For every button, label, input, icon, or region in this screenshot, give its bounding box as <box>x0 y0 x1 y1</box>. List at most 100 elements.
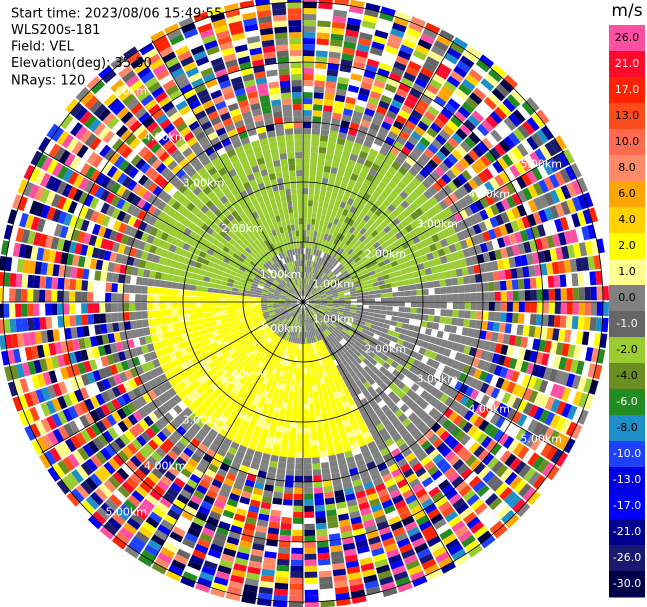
radar-cell <box>199 458 210 469</box>
radar-cell <box>518 464 532 479</box>
radar-cell <box>287 315 292 321</box>
radar-cell <box>286 284 291 290</box>
radar-cell <box>138 221 148 232</box>
radar-cell <box>69 215 79 228</box>
radar-cell <box>311 140 319 147</box>
radar-cell <box>463 345 472 355</box>
radar-cell <box>279 304 286 306</box>
radar-cell <box>437 346 446 355</box>
radar-cell <box>84 477 98 491</box>
radar-cell <box>207 287 214 293</box>
radar-cell <box>159 317 167 325</box>
radar-cell <box>66 492 81 507</box>
radar-cell <box>386 306 393 311</box>
radar-cell <box>308 303 315 306</box>
radar-cell <box>380 581 396 592</box>
radar-cell <box>344 379 351 388</box>
radar-cell <box>412 359 421 368</box>
radar-cell <box>318 257 323 264</box>
radar-cell <box>269 287 276 292</box>
radar-cell <box>255 77 267 85</box>
radar-cell <box>498 432 510 446</box>
radar-cell <box>202 281 209 287</box>
radar-cell <box>231 267 239 273</box>
radar-cell <box>271 367 278 375</box>
radar-cell <box>273 117 284 125</box>
radar-cell <box>307 312 312 319</box>
radar-cell <box>329 197 336 205</box>
radar-cell <box>298 284 301 291</box>
radar-cell <box>222 117 234 127</box>
radar-cell <box>289 310 295 315</box>
radar-cell <box>160 167 171 178</box>
radar-cell <box>211 400 220 410</box>
radar-cell <box>281 98 292 106</box>
radar-cell <box>335 384 342 392</box>
radar-cell <box>262 174 270 183</box>
radar-cell <box>281 279 287 285</box>
radar-cell <box>122 93 136 106</box>
radar-cell <box>256 253 263 260</box>
radar-cell <box>106 74 121 88</box>
radar-cell <box>348 377 356 385</box>
radar-cell <box>369 446 380 456</box>
radar-cell <box>285 270 290 276</box>
radar-cell <box>425 56 440 68</box>
radar-cell <box>46 123 60 139</box>
radar-cell <box>513 460 527 475</box>
radar-cell <box>478 419 490 432</box>
radar-cell <box>89 396 100 409</box>
radar-cell <box>312 323 317 330</box>
radar-cell <box>275 228 281 235</box>
radar-cell <box>303 385 308 392</box>
radar-cell <box>242 338 250 345</box>
radar-cell <box>304 589 319 596</box>
radar-cell <box>240 105 251 114</box>
radar-cell <box>515 428 527 442</box>
radar-cell <box>355 329 362 335</box>
radar-cell <box>89 409 101 422</box>
radar-cell <box>405 494 417 505</box>
radar-cell <box>290 62 302 69</box>
radar-cell <box>356 545 370 554</box>
radar-cell <box>160 249 169 258</box>
radar-cell <box>191 423 202 433</box>
radar-cell <box>146 234 155 244</box>
radar-cell <box>410 16 426 28</box>
radar-cell <box>346 197 355 206</box>
radar-cell <box>396 338 404 346</box>
radar-cell <box>165 281 173 289</box>
radar-cell <box>309 279 313 286</box>
radar-cell <box>57 395 68 410</box>
radar-cell <box>136 186 147 198</box>
radar-cell <box>335 143 344 152</box>
radar-cell <box>237 170 247 179</box>
radar-cell <box>317 158 325 166</box>
radar-cell <box>346 90 358 99</box>
radar-cell <box>438 404 449 415</box>
radar-cell <box>337 206 344 215</box>
radar-cell <box>187 500 200 511</box>
radar-cell <box>306 361 310 368</box>
radar-cell <box>266 279 273 284</box>
radar-cell <box>328 51 341 59</box>
radar-cell <box>147 400 158 412</box>
radar-cell <box>353 142 363 151</box>
radar-cell <box>111 293 118 302</box>
radar-cell <box>392 22 407 33</box>
radar-cell <box>259 330 266 336</box>
radar-cell <box>304 463 312 470</box>
radar-cell <box>345 456 355 464</box>
radar-cell <box>442 331 450 340</box>
radar-cell <box>281 352 287 360</box>
radar-cell <box>288 32 302 39</box>
radar-cell <box>290 559 303 566</box>
radar-cell <box>59 225 69 239</box>
radar-cell <box>412 576 428 587</box>
radar-cell <box>12 194 23 210</box>
radar-cell <box>331 339 337 346</box>
radar-cell <box>276 135 286 142</box>
radar-cell <box>142 212 152 223</box>
radar-cell <box>431 491 445 503</box>
radar-cell <box>416 547 431 559</box>
